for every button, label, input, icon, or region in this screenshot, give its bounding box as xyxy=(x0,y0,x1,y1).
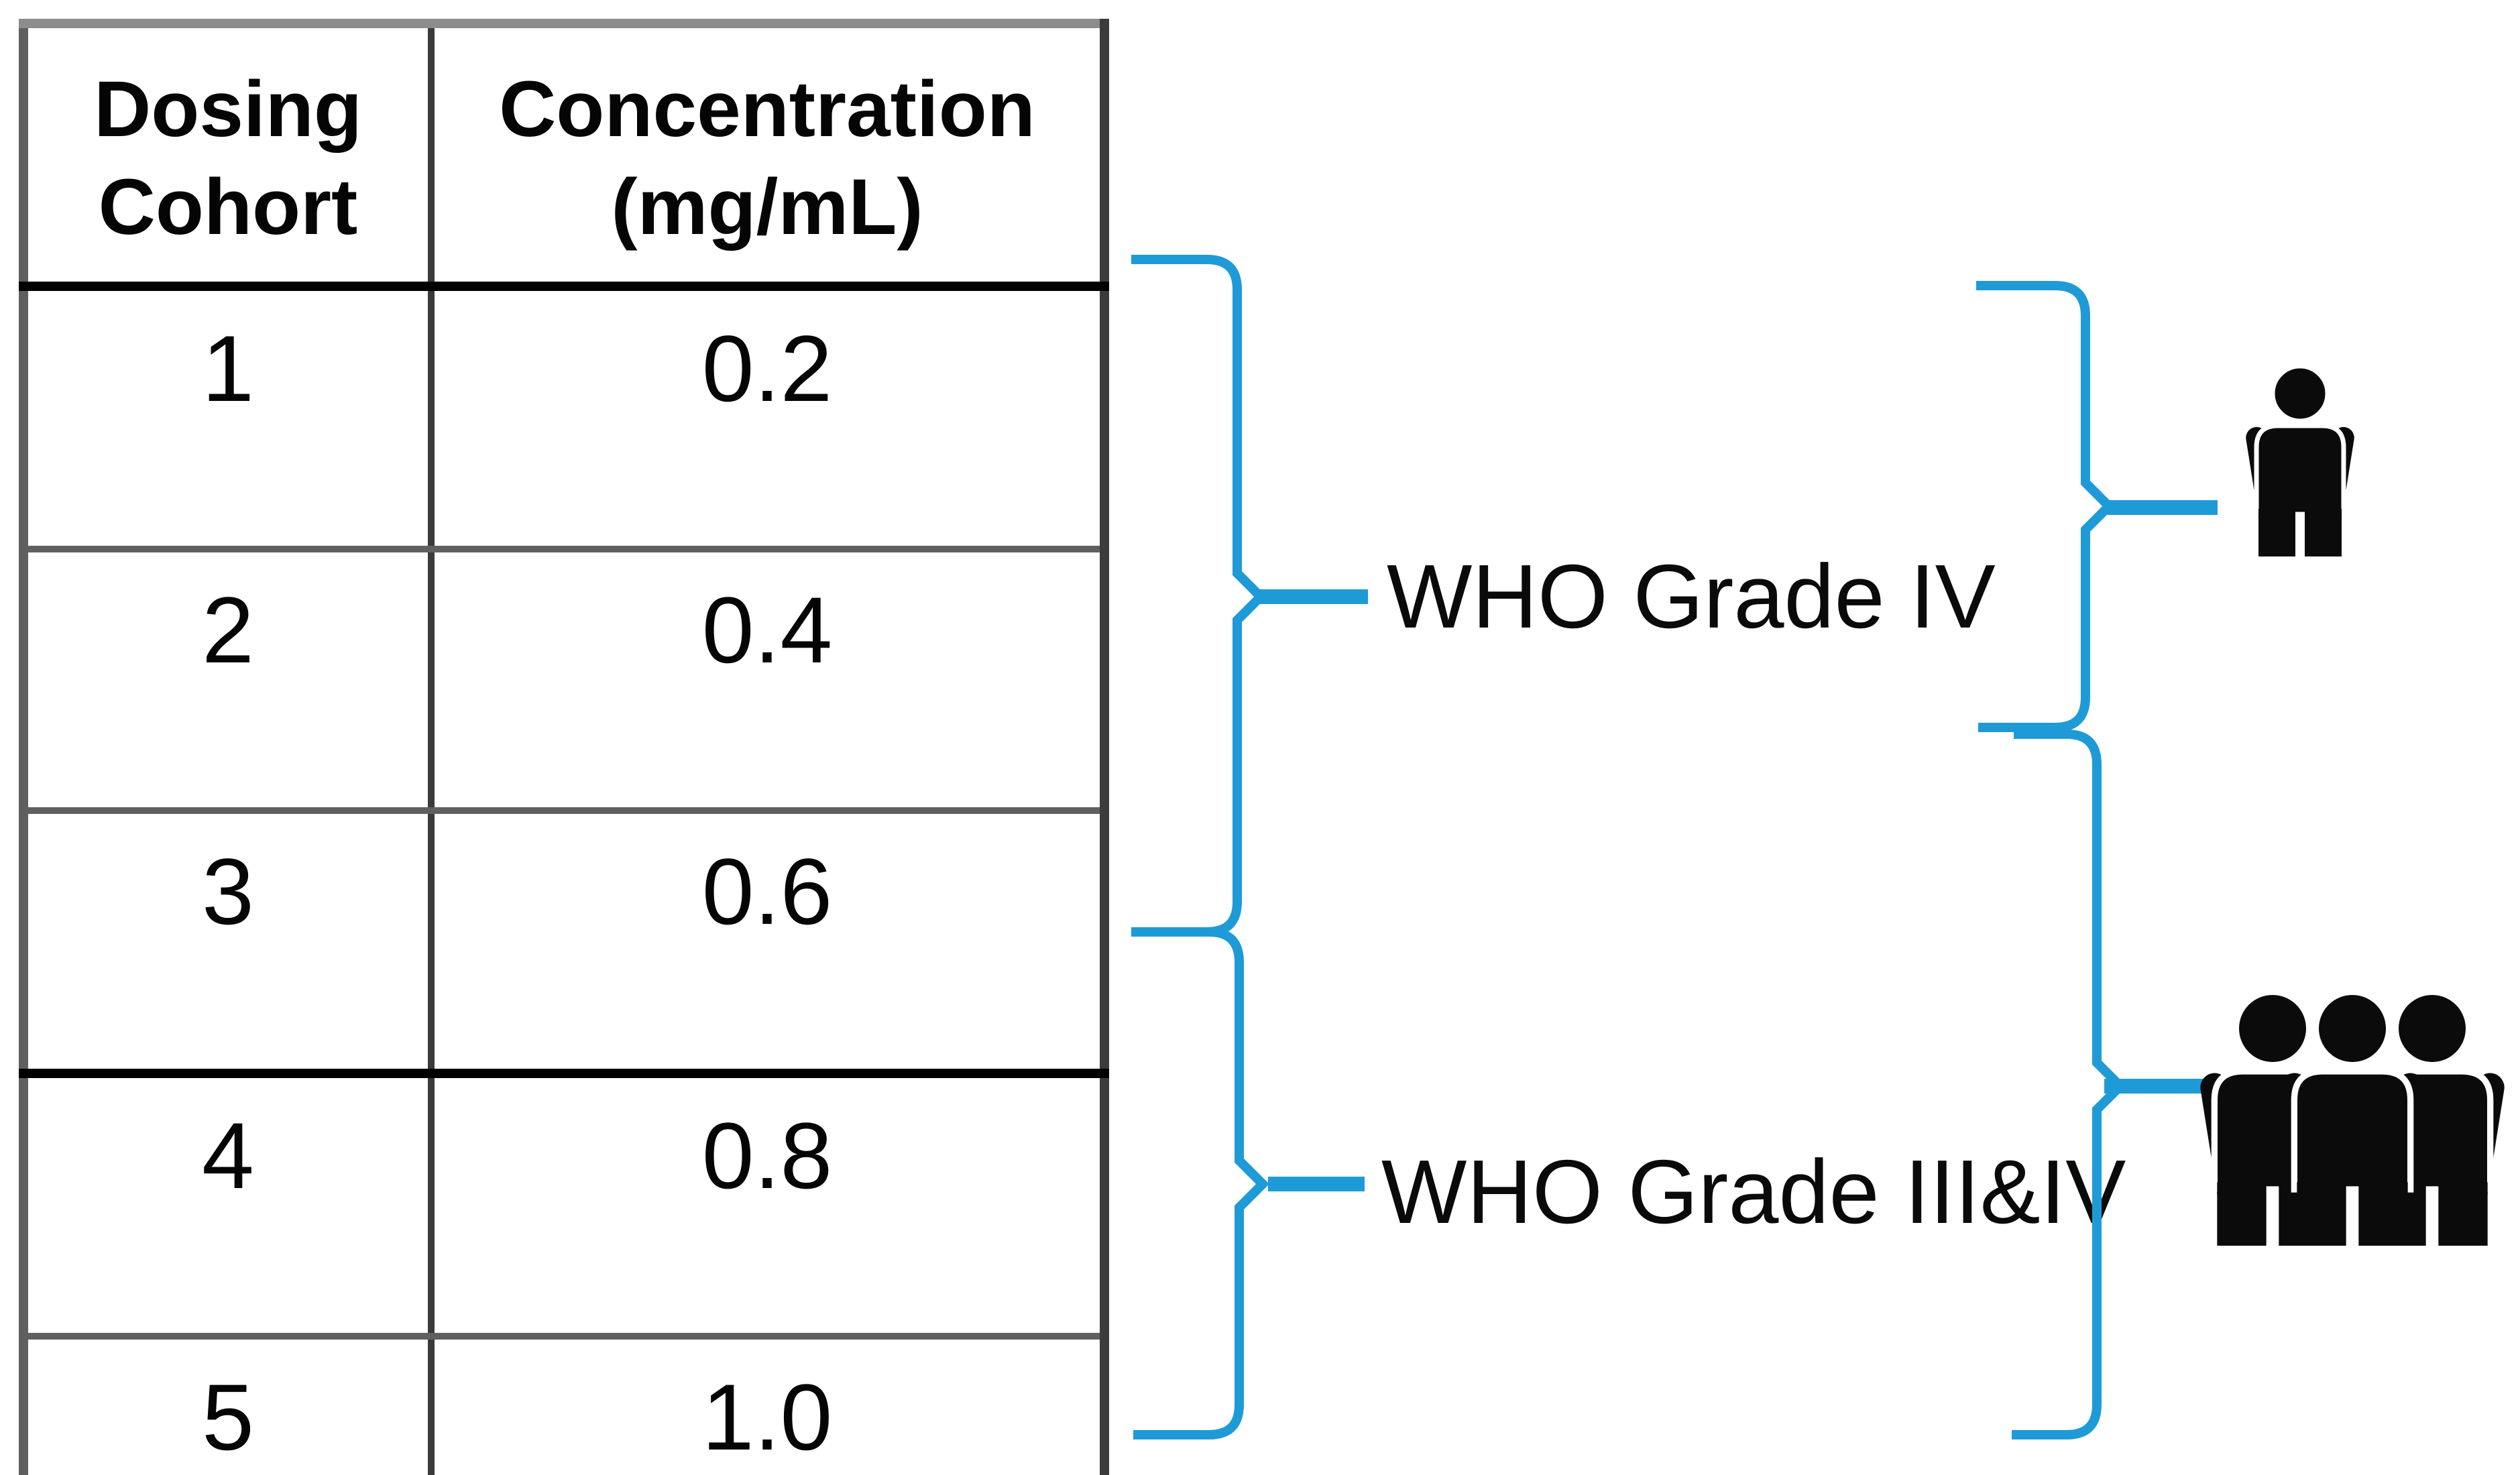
table-row: 4 0.8 xyxy=(23,1073,1104,1340)
header-dosing-cohort: Dosing Cohort xyxy=(23,23,431,291)
concentration-cell: 0.2 xyxy=(428,286,1104,552)
dosing-table: Dosing Cohort Concentration (mg/mL) 1 0.… xyxy=(19,19,1109,1475)
brace-connector xyxy=(1259,589,1368,604)
header-line: Dosing xyxy=(94,65,362,154)
table-header-row: Dosing Cohort Concentration (mg/mL) xyxy=(23,23,1104,291)
table-row: 2 0.4 xyxy=(23,549,1104,814)
table-row: 5 1.0 xyxy=(23,1336,1104,1475)
table-row: 3 0.6 xyxy=(23,811,1104,1078)
who-grade-iii-iv-label: WHO Grade III&IV xyxy=(1381,1141,2126,1242)
header-line: Concentration xyxy=(499,65,1035,154)
concentration-cell: 1.0 xyxy=(428,1336,1104,1475)
brace-single-patient xyxy=(1976,281,2116,732)
brace-connector xyxy=(2106,500,2218,515)
cohort-cell: 3 xyxy=(23,811,431,1078)
header-line: Cohort xyxy=(98,163,358,251)
single-person-icon xyxy=(2244,366,2356,556)
brace-connector xyxy=(1268,1177,1365,1191)
who-grade-iv-label: WHO Grade IV xyxy=(1387,546,1996,647)
concentration-cell: 0.8 xyxy=(428,1073,1104,1340)
brace-rows-1-3 xyxy=(1131,255,1267,937)
header-concentration: Concentration (mg/mL) xyxy=(428,23,1104,291)
table-row: 1 0.2 xyxy=(23,286,1104,552)
cohort-cell: 2 xyxy=(23,549,431,814)
brace-three-patients xyxy=(2012,729,2127,1439)
cohort-cell: 4 xyxy=(23,1073,431,1340)
cohort-cell: 1 xyxy=(23,286,431,552)
three-person-group-icon xyxy=(2198,992,2506,1246)
brace-connector xyxy=(2104,1079,2208,1094)
concentration-cell: 0.6 xyxy=(428,811,1104,1078)
header-line: (mg/mL) xyxy=(611,163,923,251)
concentration-cell: 0.4 xyxy=(428,549,1104,814)
cohort-cell: 5 xyxy=(202,1364,254,1470)
table-body: 1 0.2 2 0.4 3 0.6 4 0.8 5 1.0 xyxy=(23,286,1104,1475)
brace-rows-4-5 xyxy=(1133,927,1269,1439)
